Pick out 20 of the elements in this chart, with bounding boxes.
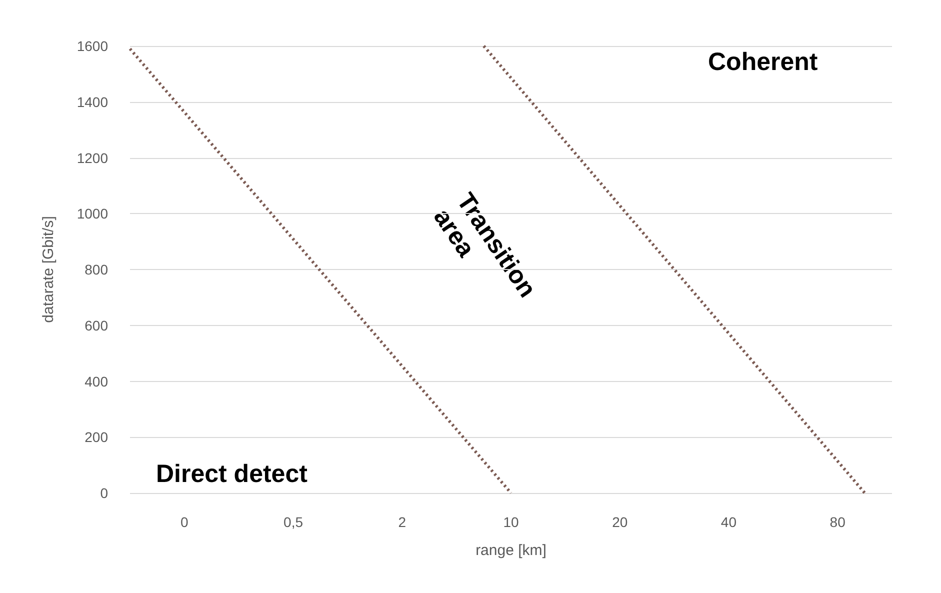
x-tick-label: 10: [503, 514, 519, 530]
x-tick-label: 2: [398, 514, 406, 530]
y-tick-label: 400: [84, 373, 108, 390]
y-tick-label: 1600: [76, 38, 108, 54]
x-tick-label: 0: [180, 514, 189, 530]
y-tick-label: 600: [84, 317, 108, 334]
y-tick-label: 800: [84, 262, 108, 278]
y-tick-label: 1000: [76, 206, 108, 222]
y-tick-label: 1400: [76, 94, 108, 110]
x-tick-label: 20: [612, 514, 628, 530]
x-tick-label: 0,5: [284, 514, 304, 530]
y-tick-label: 1200: [76, 150, 108, 166]
x-axis-title: range [km]: [476, 542, 546, 559]
x-tick-label: 40: [720, 514, 737, 530]
annotation: Direct detect: [156, 460, 308, 488]
annotation: Coherent: [708, 48, 818, 76]
y-axis-title: datarate [Gbit/s]: [40, 216, 57, 323]
y-tick-label: 0: [100, 485, 108, 501]
x-tick-label: 80: [830, 514, 846, 530]
y-tick-label: 200: [84, 429, 108, 446]
